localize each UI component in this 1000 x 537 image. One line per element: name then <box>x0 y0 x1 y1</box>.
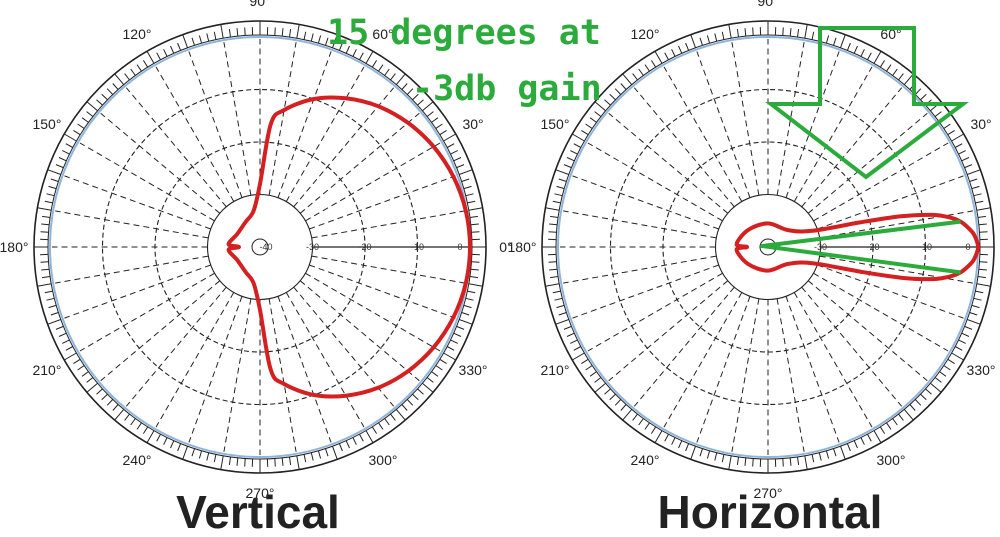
horizontal-radial-label: -30 <box>814 242 827 252</box>
vertical-angle-label-30: 30° <box>462 116 483 132</box>
vertical-angle-label-150: 150° <box>32 116 61 132</box>
horizontal-angle-label-150: 150° <box>540 116 569 132</box>
vertical-radial-label: -40 <box>259 242 272 252</box>
vertical-pattern-series-0 <box>226 95 472 399</box>
horizontal-angle-label-120: 120° <box>631 26 660 42</box>
annotation-arrow-icon <box>765 26 969 180</box>
vertical-radial-label: 0 <box>457 242 462 252</box>
horizontal-angle-label-30: 30° <box>970 116 991 132</box>
horizontal-angle-ticks <box>542 21 994 473</box>
horizontal-angle-label-210: 210° <box>540 362 569 378</box>
horizontal-radial-label: -10 <box>919 242 932 252</box>
horizontal-angle-label-240: 240° <box>631 452 660 468</box>
horizontal-radial-label: -20 <box>866 242 879 252</box>
chart-title-horizontal: Horizontal <box>658 486 883 537</box>
vertical-center-ring <box>251 238 269 256</box>
vertical-angle-label-210: 210° <box>32 362 61 378</box>
vertical-angle-label-300: 300° <box>369 452 398 468</box>
beamwidth-wedge <box>760 219 961 275</box>
vertical-radial-label: -10 <box>411 242 424 252</box>
chart-title-vertical: Vertical <box>176 486 340 537</box>
horizontal-angle-label-330: 330° <box>967 362 996 378</box>
vertical-angle-label-330: 330° <box>459 362 488 378</box>
vertical-polar-chart: -40 -30 -20 -10 0 0° 30° 60° 90° 120° 150° 180° 210°… <box>0 0 513 501</box>
beamwidth-annotation <box>760 26 969 275</box>
vertical-radial-label: -20 <box>358 242 371 252</box>
horizontal-polar-chart: -40-30-20-1000°30°60°90°120°150°180°210°… <box>508 0 996 501</box>
vertical-angle-label-120: 120° <box>123 26 152 42</box>
vertical-radial-label: -30 <box>306 242 319 252</box>
annotation-line-1: 15 degrees at <box>327 13 601 53</box>
vertical-angle-label-180: 180° <box>0 239 28 255</box>
vertical-angle-label-240: 240° <box>123 452 152 468</box>
vertical-angle-label-0: 0° <box>499 239 512 255</box>
horizontal-angle-label-90: 90° <box>757 0 778 9</box>
annotation-line-2: -3db gain <box>412 69 602 109</box>
horizontal-pattern-series-0 <box>734 212 980 282</box>
horizontal-radial-label: 0 <box>965 242 970 252</box>
vertical-angle-label-60: 60° <box>372 26 393 42</box>
horizontal-angle-label-270: 270° <box>754 485 783 501</box>
vertical-angle-label-90: 90° <box>249 0 270 9</box>
vertical-angle-label-270: 270° <box>246 485 275 501</box>
vertical-angle-ticks <box>34 21 486 473</box>
horizontal-angle-label-180: 180° <box>508 239 537 255</box>
horizontal-angle-label-300: 300° <box>877 452 906 468</box>
